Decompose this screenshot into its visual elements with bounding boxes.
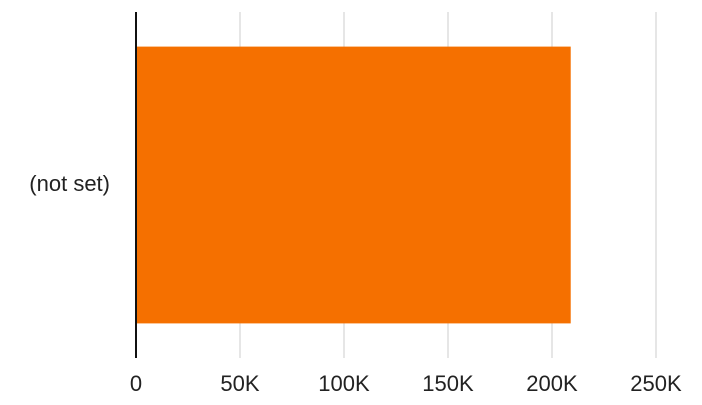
y-axis-category-labels: (not set) bbox=[29, 171, 110, 196]
x-tick-label-2: 100K bbox=[318, 371, 370, 396]
category-label-0: (not set) bbox=[29, 171, 110, 196]
x-axis-tick-labels: 0 50K 100K 150K 200K 250K bbox=[130, 371, 682, 396]
x-tick-label-0: 0 bbox=[130, 371, 142, 396]
x-tick-label-3: 150K bbox=[422, 371, 474, 396]
bars bbox=[136, 46, 571, 324]
bar-0[interactable] bbox=[136, 46, 571, 324]
x-tick-label-5: 250K bbox=[630, 371, 682, 396]
x-tick-label-4: 200K bbox=[526, 371, 578, 396]
x-tick-label-1: 50K bbox=[220, 371, 259, 396]
